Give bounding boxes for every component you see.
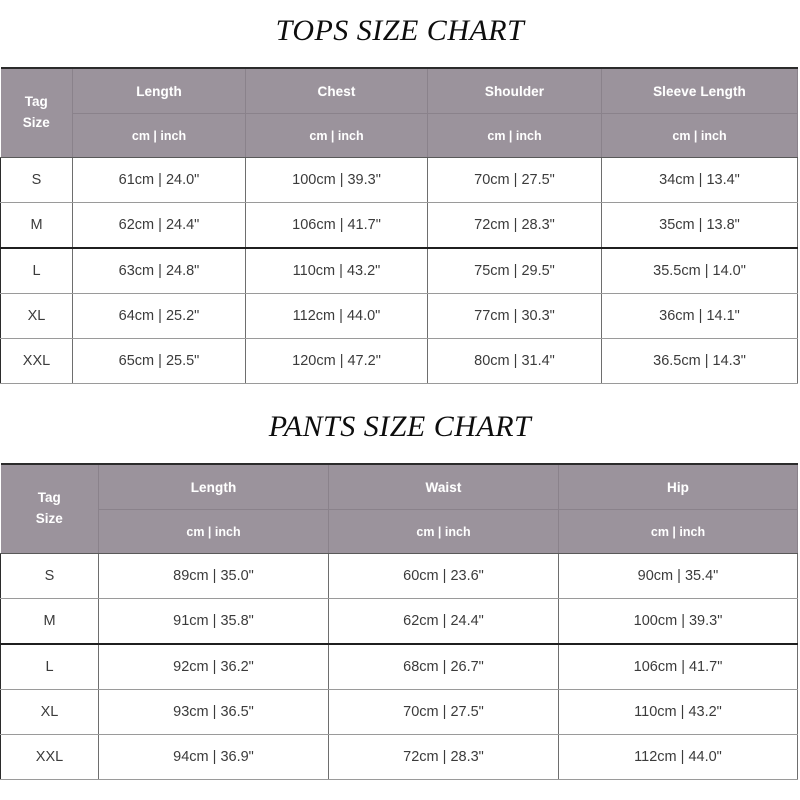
tops-tag-size-label-line2: Size [22,115,50,130]
tops-s-length: 61cm | 24.0" [72,157,246,203]
pants-size-l: L [0,644,99,690]
pants-tag-size-label-line2: Size [35,511,63,526]
pants-l-waist: 68cm | 26.7" [328,644,559,690]
tops-header-row-measure: Tag Size Length Chest Shoulder Sleeve Le… [0,67,798,158]
tops-m-chest: 106cm | 41.7" [245,202,428,249]
table-row: L 63cm | 24.8" 110cm | 43.2" 75cm | 29.5… [0,248,798,294]
tops-unit-chest: cm | inch [245,113,428,158]
tops-l-length: 63cm | 24.8" [72,248,246,294]
pants-size-xxl: XXL [0,734,99,780]
pants-header-waist: Waist [328,463,559,510]
pants-s-hip: 90cm | 35.4" [558,553,798,599]
pants-s-length: 89cm | 35.0" [98,553,329,599]
tops-xxl-length: 65cm | 25.5" [72,338,246,384]
tops-s-chest: 100cm | 39.3" [245,157,428,203]
tops-header-sleeve-length: Sleeve Length [601,67,798,114]
tops-l-shoulder: 75cm | 29.5" [427,248,602,294]
pants-header-length: Length [98,463,329,510]
tops-xl-length: 64cm | 25.2" [72,293,246,339]
pants-xl-hip: 110cm | 43.2" [558,689,798,735]
tops-size-l: L [0,248,73,294]
tops-size-table: Tag Size Length Chest Shoulder Sleeve Le… [0,67,798,384]
tops-xl-shoulder: 77cm | 30.3" [427,293,602,339]
tops-unit-sleeve-length: cm | inch [601,113,798,158]
pants-size-table: Tag Size Length Waist Hip cm | inch cm |… [0,463,798,780]
tops-xxl-chest: 120cm | 47.2" [245,338,428,384]
pants-s-waist: 60cm | 23.6" [328,553,559,599]
tops-tag-size-label-line1: Tag [24,94,48,110]
table-row: XL 93cm | 36.5" 70cm | 27.5" 110cm | 43.… [0,689,798,735]
pants-header-row-measure: Tag Size Length Waist Hip [0,463,798,554]
tops-size-xxl: XXL [0,338,73,384]
table-row: M 91cm | 35.8" 62cm | 24.4" 100cm | 39.3… [0,598,798,645]
pants-header-row-unit: cm | inch cm | inch cm | inch [1,509,798,554]
tops-tag-size-header: Tag Size [0,67,73,158]
table-row: XXL 65cm | 25.5" 120cm | 47.2" 80cm | 31… [0,338,798,384]
pants-unit-waist: cm | inch [328,509,559,554]
tops-xxl-sleeve: 36.5cm | 14.3" [601,338,798,384]
table-row: XXL 94cm | 36.9" 72cm | 28.3" 112cm | 44… [0,734,798,780]
pants-xxl-waist: 72cm | 28.3" [328,734,559,780]
table-row: XL 64cm | 25.2" 112cm | 44.0" 77cm | 30.… [0,293,798,339]
tops-header-length: Length [72,67,246,114]
tops-l-sleeve: 35.5cm | 14.0" [601,248,798,294]
pants-xl-waist: 70cm | 27.5" [328,689,559,735]
pants-size-m: M [0,598,99,645]
tops-header-row-unit: cm | inch cm | inch cm | inch cm | inch [1,113,798,158]
pants-l-length: 92cm | 36.2" [98,644,329,690]
pants-xl-length: 93cm | 36.5" [98,689,329,735]
tops-header-shoulder: Shoulder [427,67,602,114]
pants-size-s: S [0,553,99,599]
pants-unit-hip: cm | inch [558,509,798,554]
table-row: S 89cm | 35.0" 60cm | 23.6" 90cm | 35.4" [0,553,798,599]
pants-unit-length: cm | inch [98,509,329,554]
pants-l-hip: 106cm | 41.7" [558,644,798,690]
pants-m-length: 91cm | 35.8" [98,598,329,645]
tops-xl-chest: 112cm | 44.0" [245,293,428,339]
table-row: M 62cm | 24.4" 106cm | 41.7" 72cm | 28.3… [0,202,798,249]
pants-size-xl: XL [0,689,99,735]
tops-unit-shoulder: cm | inch [427,113,602,158]
tops-header-chest: Chest [245,67,428,114]
tops-m-sleeve: 35cm | 13.8" [601,202,798,249]
tops-m-shoulder: 72cm | 28.3" [427,202,602,249]
pants-xxl-hip: 112cm | 44.0" [558,734,798,780]
tops-chart-title: TOPS SIZE CHART [275,14,525,47]
pants-tag-size-header: Tag Size [0,463,99,554]
tops-m-length: 62cm | 24.4" [72,202,246,249]
pants-m-waist: 62cm | 24.4" [328,598,559,645]
pants-header-hip: Hip [558,463,798,510]
table-row: L 92cm | 36.2" 68cm | 26.7" 106cm | 41.7… [0,644,798,690]
tops-size-m: M [0,202,73,249]
pants-m-hip: 100cm | 39.3" [558,598,798,645]
table-row: S 61cm | 24.0" 100cm | 39.3" 70cm | 27.5… [0,157,798,203]
pants-xxl-length: 94cm | 36.9" [98,734,329,780]
tops-size-s: S [0,157,73,203]
tops-s-sleeve: 34cm | 13.4" [601,157,798,203]
pants-tag-size-label-line1: Tag [37,490,61,506]
tops-l-chest: 110cm | 43.2" [245,248,428,294]
tops-unit-length: cm | inch [72,113,246,158]
tops-size-xl: XL [0,293,73,339]
pants-chart-title: PANTS SIZE CHART [268,410,532,443]
tops-s-shoulder: 70cm | 27.5" [427,157,602,203]
tops-xl-sleeve: 36cm | 14.1" [601,293,798,339]
tops-xxl-shoulder: 80cm | 31.4" [427,338,602,384]
